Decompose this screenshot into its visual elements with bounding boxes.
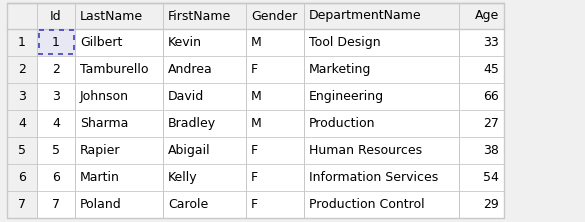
Text: Sharma: Sharma [80, 117, 128, 130]
Text: FirstName: FirstName [168, 10, 231, 22]
Bar [7, 3, 504, 218]
Text: LastName: LastName [80, 10, 143, 22]
Bar [7, 164, 37, 191]
Text: 7: 7 [52, 198, 60, 211]
Text: Kelly: Kelly [168, 171, 198, 184]
Text: Id: Id [50, 10, 62, 22]
Text: 3: 3 [18, 90, 26, 103]
Text: Engineering: Engineering [309, 90, 384, 103]
Text: 2: 2 [52, 63, 60, 76]
Text: Gender: Gender [251, 10, 297, 22]
Text: Carole: Carole [168, 198, 208, 211]
Text: Marketing: Marketing [309, 63, 371, 76]
Text: Production: Production [309, 117, 376, 130]
Text: Production Control: Production Control [309, 198, 425, 211]
Text: Rapier: Rapier [80, 144, 121, 157]
Text: 5: 5 [52, 144, 60, 157]
Text: 3: 3 [52, 90, 60, 103]
Text: Gilbert: Gilbert [80, 36, 122, 49]
Text: Poland: Poland [80, 198, 122, 211]
Text: 66: 66 [483, 90, 499, 103]
Text: David: David [168, 90, 204, 103]
Text: F: F [251, 171, 258, 184]
Text: Kevin: Kevin [168, 36, 202, 49]
Text: Tamburello: Tamburello [80, 63, 149, 76]
Text: 5: 5 [18, 144, 26, 157]
Bar [7, 29, 37, 56]
Text: 1: 1 [52, 36, 60, 49]
Text: 54: 54 [483, 171, 499, 184]
Text: Information Services: Information Services [309, 171, 438, 184]
Bar [7, 56, 37, 83]
Bar [7, 3, 504, 218]
Bar [7, 110, 37, 137]
Bar [39, 30, 74, 54]
Text: 29: 29 [483, 198, 499, 211]
Text: Tool Design: Tool Design [309, 36, 381, 49]
Text: Andrea: Andrea [168, 63, 213, 76]
Text: 1: 1 [18, 36, 26, 49]
Text: F: F [251, 198, 258, 211]
Bar [7, 191, 37, 218]
Bar [37, 29, 75, 56]
Text: Johnson: Johnson [80, 90, 129, 103]
Bar [7, 137, 37, 164]
Text: Abigail: Abigail [168, 144, 211, 157]
Bar [7, 83, 37, 110]
Bar [7, 3, 504, 29]
Text: F: F [251, 63, 258, 76]
Text: 4: 4 [52, 117, 60, 130]
Text: DepartmentName: DepartmentName [309, 10, 422, 22]
Text: M: M [251, 36, 261, 49]
Text: Bradley: Bradley [168, 117, 216, 130]
Text: 4: 4 [18, 117, 26, 130]
Text: 27: 27 [483, 117, 499, 130]
Text: 38: 38 [483, 144, 499, 157]
Text: 6: 6 [52, 171, 60, 184]
Text: Human Resources: Human Resources [309, 144, 422, 157]
Text: Age: Age [475, 10, 499, 22]
Text: 33: 33 [483, 36, 499, 49]
Text: 2: 2 [18, 63, 26, 76]
Text: F: F [251, 144, 258, 157]
Text: 45: 45 [483, 63, 499, 76]
Text: 6: 6 [18, 171, 26, 184]
Text: Martin: Martin [80, 171, 120, 184]
Text: M: M [251, 117, 261, 130]
Text: M: M [251, 90, 261, 103]
Text: 7: 7 [18, 198, 26, 211]
